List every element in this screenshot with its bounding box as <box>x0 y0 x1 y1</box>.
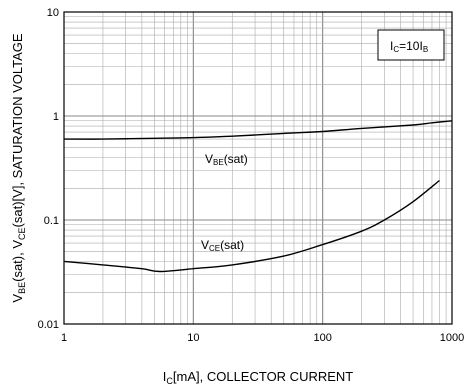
plot-frame <box>63 11 453 325</box>
chart-labels: VBE​(sat) VCE​(sat) IC​=10IB​ IC​[mA], COLL… <box>10 29 445 386</box>
y-tick-label: 1 <box>53 111 59 123</box>
series-curves <box>63 120 453 273</box>
y-tick-label: 0.1 <box>44 215 59 227</box>
tick-labels: 1 10 100 1000 0.01 0.1 1 10 <box>38 7 464 344</box>
y-axis-label: VBE​(sat), VCE​(sat)[V], SATURATION VOLT… <box>10 33 27 302</box>
series-line-vce-sat- <box>63 179 440 273</box>
condition-box <box>377 29 445 61</box>
grid-lines <box>63 11 453 325</box>
y-tick-label: 0.01 <box>38 319 59 331</box>
series-line-vbe-sat- <box>63 120 453 140</box>
condition-label: IC​=10IB​ <box>390 39 428 54</box>
y-tick-label: 10 <box>47 7 59 19</box>
x-tick-label: 1000 <box>440 332 464 344</box>
x-axis-label: IC​[mA], COLLECTOR CURRENT <box>163 369 354 386</box>
x-tick-label: 1 <box>61 332 67 344</box>
series-label: VCE​(sat) <box>201 238 244 253</box>
x-tick-label: 10 <box>187 332 199 344</box>
x-tick-label: 100 <box>313 332 331 344</box>
series-label: VBE​(sat) <box>205 152 248 167</box>
